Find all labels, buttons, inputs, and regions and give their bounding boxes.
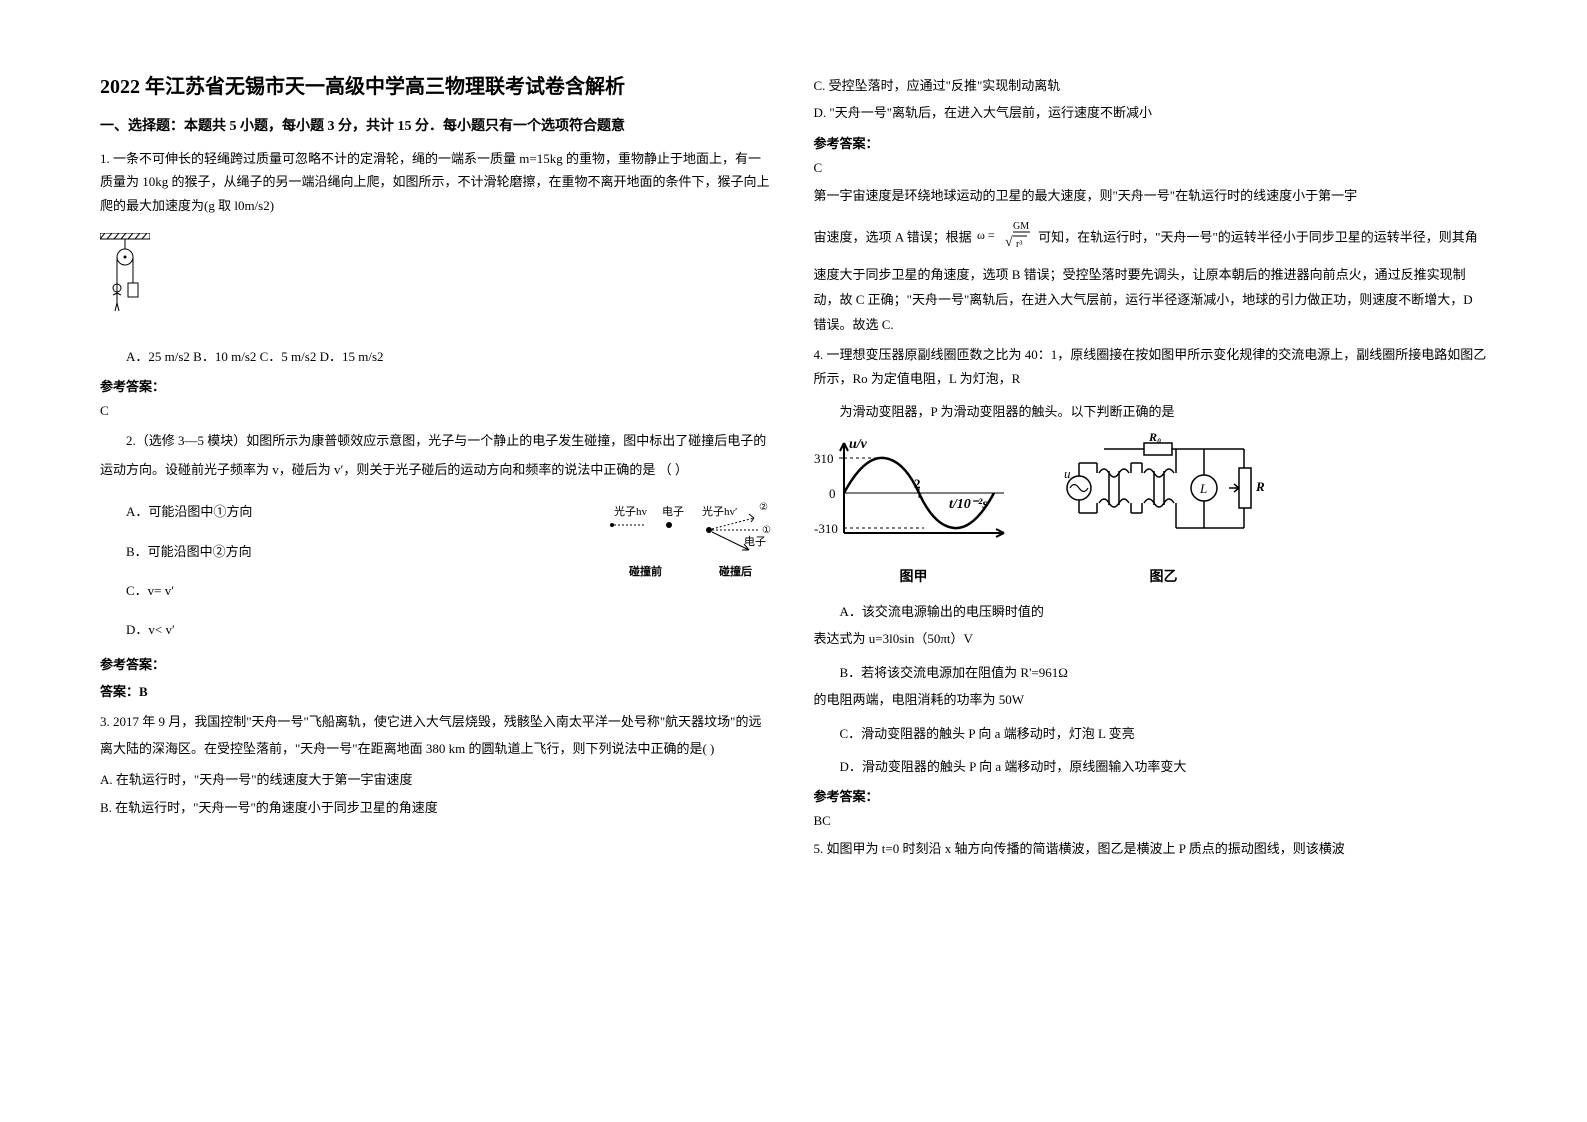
- svg-text:GM: GM: [1013, 221, 1029, 232]
- figure-jia: u/v 310 0 -310 2 t/10⁻²s 图甲: [814, 433, 1014, 590]
- svg-text:R: R: [1255, 479, 1265, 494]
- pulley-figure: [100, 233, 150, 330]
- svg-text:√: √: [1005, 235, 1013, 250]
- svg-text:R₀: R₀: [1148, 433, 1161, 444]
- electron-before-label: 电子: [662, 505, 684, 518]
- q1-text: 1. 一条不可伸长的轻绳跨过质量可忽略不计的定滑轮，绳的一端系一质量 m=15k…: [100, 147, 774, 217]
- q4-text2: 为滑动变阻器，P 为滑动变阻器的触头。以下判断正确的是: [814, 400, 1488, 423]
- q3-exp2-pre: 宙速度，选项 A 错误；根据: [814, 230, 972, 245]
- q4-figures: u/v 310 0 -310 2 t/10⁻²s 图甲: [814, 433, 1488, 590]
- q4-text: 4. 一理想变压器原副线圈匝数之比为 40：1，原线圈接在按如图甲所示变化规律的…: [814, 343, 1488, 390]
- q4-answer: BC: [814, 813, 1488, 829]
- section-header: 一、选择题：本题共 5 小题，每小题 3 分，共计 15 分．每小题只有一个选项…: [100, 115, 774, 135]
- question-3: 3. 2017 年 9 月，我国控制"天舟一号"飞船离轨，使它进入大气层烧毁，残…: [100, 708, 774, 819]
- svg-text:①: ①: [762, 525, 771, 536]
- q4-optC: C．滑动变阻器的触头 P 向 a 端移动时，灯泡 L 变亮: [814, 722, 1488, 745]
- q3-optA: A. 在轨运行时，"天舟一号"的线速度大于第一宇宙速度: [100, 768, 774, 791]
- q3-optD: D. "天舟一号"离轨后，在进入大气层前，运行速度不断减小: [814, 101, 1488, 124]
- q3-answer-label: 参考答案：: [814, 133, 1488, 152]
- svg-text:r³: r³: [1016, 239, 1022, 250]
- question-5: 5. 如图甲为 t=0 时刻沿 x 轴方向传播的简谐横波，图乙是横波上 P 质点…: [814, 837, 1488, 860]
- q4-optB-pre: B．若将该交流电源加在阻值为 R'=961Ω: [814, 661, 1488, 684]
- q3-exp2-post: 可知，在轨运行时，"天舟一号"的运转半径小于同步卫星的运转半径，则其角速度大于同…: [814, 230, 1478, 332]
- svg-text:ω =: ω =: [977, 228, 995, 242]
- q2-answer-label: 参考答案：: [100, 654, 774, 673]
- q2-optD: D．v< v′: [100, 618, 774, 641]
- q3-optB: B. 在轨运行时，"天舟一号"的角速度小于同步卫星的角速度: [100, 796, 774, 819]
- collision-figure: 光子hv 电子 碰撞前 光子hv′ ② ① 电子 碰撞后: [594, 500, 774, 597]
- q4-optB-post: 的电阻两端，电阻消耗的功率为 50W: [814, 688, 1488, 711]
- q1-answer-label: 参考答案：: [100, 376, 774, 395]
- fig-jia-caption: 图甲: [814, 565, 1014, 590]
- left-column: 2022 年江苏省无锡市天一高级中学高三物理联考试卷含解析 一、选择题：本题共 …: [100, 70, 774, 869]
- page-title: 2022 年江苏省无锡市天一高级中学高三物理联考试卷含解析: [100, 70, 774, 99]
- fig-yi-caption: 图乙: [1044, 565, 1284, 590]
- svg-text:②: ②: [759, 502, 768, 513]
- svg-text:310: 310: [814, 451, 834, 466]
- q3-text: 3. 2017 年 9 月，我国控制"天舟一号"飞船离轨，使它进入大气层烧毁，残…: [100, 708, 774, 763]
- q5-text: 5. 如图甲为 t=0 时刻沿 x 轴方向传播的简谐横波，图乙是横波上 P 质点…: [814, 837, 1488, 860]
- photon-before-label: 光子hv: [614, 504, 647, 518]
- electron-after-label: 电子: [744, 535, 766, 548]
- q2-text: 2.（选修 3—5 模块）如图所示为康普顿效应示意图，光子与一个静止的电子发生碰…: [100, 427, 774, 484]
- photon-after-label: 光子hv′: [702, 504, 737, 518]
- svg-text:u/v: u/v: [849, 437, 868, 452]
- question-4: 4. 一理想变压器原副线圈匝数之比为 40：1，原线圈接在按如图甲所示变化规律的…: [814, 343, 1488, 778]
- question-2: 2.（选修 3—5 模块）如图所示为康普顿效应示意图，光子与一个静止的电子发生碰…: [100, 427, 774, 646]
- q3-answer: C: [814, 160, 1488, 176]
- right-column: C. 受控坠落时，应通过"反推"实现制动离轨 D. "天舟一号"离轨后，在进入大…: [814, 70, 1488, 869]
- q4-answer-label: 参考答案：: [814, 786, 1488, 805]
- q4-optA-post: 表达式为 u=3l0sin（50πt）V: [814, 627, 1488, 650]
- after-caption: 碰撞后: [719, 564, 752, 578]
- q3-explanation-1: 第一宇宙速度是环绕地球运动的卫星的最大速度，则"天舟一号"在轨运行时的线速度小于…: [814, 184, 1488, 209]
- q4-optA-pre: A．该交流电源输出的电压瞬时值的: [814, 600, 1488, 623]
- before-caption: 碰撞前: [629, 564, 662, 578]
- svg-text:L: L: [1199, 481, 1207, 496]
- q1-answer: C: [100, 403, 774, 419]
- question-1: 1. 一条不可伸长的轻绳跨过质量可忽略不计的定滑轮，绳的一端系一质量 m=15k…: [100, 147, 774, 368]
- q1-options: A．25 m/s2 B．10 m/s2 C．5 m/s2 D．15 m/s2: [100, 345, 774, 368]
- figure-yi: R₀ u: [1044, 433, 1284, 590]
- q4-optD: D．滑动变阻器的触头 P 向 a 端移动时，原线圈输入功率变大: [814, 755, 1488, 778]
- svg-text:u: u: [1064, 466, 1071, 481]
- formula-omega: ω = √ GM r³: [975, 214, 1035, 263]
- q2-answer: 答案：B: [100, 681, 774, 700]
- svg-text:-310: -310: [814, 521, 838, 536]
- svg-text:0: 0: [829, 486, 836, 501]
- q3-explanation-2: 宙速度，选项 A 错误；根据 ω = √ GM r³ 可知，在轨运行时，"天舟一…: [814, 214, 1488, 337]
- q3-optC: C. 受控坠落时，应通过"反推"实现制动离轨: [814, 74, 1488, 97]
